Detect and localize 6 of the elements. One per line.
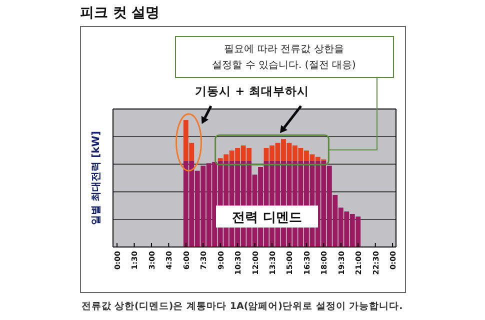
text: 전류값 상한(디멘드)은 계통마다 1A(암페어)단위로 설정이 가능합니다. [81, 301, 403, 312]
chart-title: 피크 컷 설명 [80, 5, 160, 21]
series-label: 전력 디멘드 [232, 210, 302, 226]
text: 필요에 따라 전류값 상한을 설정할 수 있습니다. (절전 대응) [212, 44, 356, 71]
text: 기동시 + 최대부하시 [195, 84, 309, 98]
y-axis-title: 일별 최대전력 [kW] [91, 131, 102, 225]
